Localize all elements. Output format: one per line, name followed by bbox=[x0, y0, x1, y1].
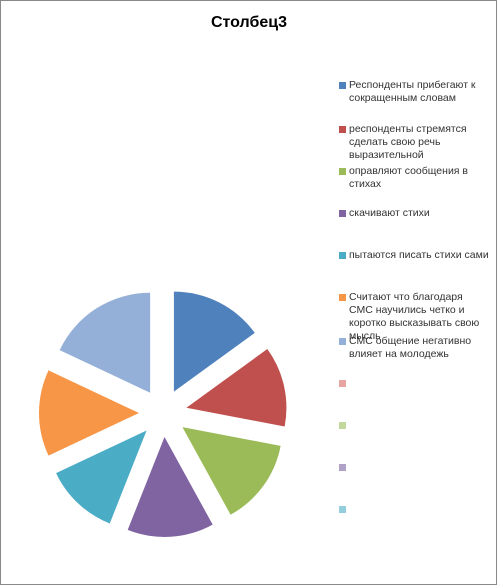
pie-slice bbox=[173, 291, 255, 392]
legend-marker bbox=[339, 168, 346, 175]
pie-slice bbox=[38, 370, 140, 456]
legend-marker bbox=[339, 380, 346, 387]
legend-label: Считают что благодаря СМС научились четк… bbox=[349, 291, 480, 342]
legend-marker bbox=[339, 422, 346, 429]
pie-slice bbox=[56, 430, 147, 524]
legend-label: скачивают стихи bbox=[349, 207, 430, 219]
legend-marker bbox=[339, 252, 346, 259]
legend-marker bbox=[339, 82, 346, 89]
chart-title: Столбец3 bbox=[211, 14, 287, 31]
legend-marker bbox=[339, 294, 346, 301]
pie-slice bbox=[182, 427, 281, 515]
legend-marker bbox=[339, 210, 346, 217]
legend-label: Респонденты прибегают к сокращенным слов… bbox=[349, 79, 476, 104]
legend-label: СМС общение негативно влияет на молодежь bbox=[349, 335, 472, 360]
legend-marker bbox=[339, 126, 346, 133]
pie-slice bbox=[127, 436, 213, 537]
legend-label: респонденты стремятся сделать свою речь … bbox=[349, 123, 467, 161]
pie-slice bbox=[59, 292, 151, 393]
legend-label: оправляют сообщения в стихах bbox=[349, 165, 468, 190]
legend-marker bbox=[339, 464, 346, 471]
pie-slice bbox=[186, 348, 287, 427]
legend-marker bbox=[339, 338, 346, 345]
legend-marker bbox=[339, 506, 346, 513]
legend-label: пытаются писать стихи сами bbox=[349, 249, 489, 261]
